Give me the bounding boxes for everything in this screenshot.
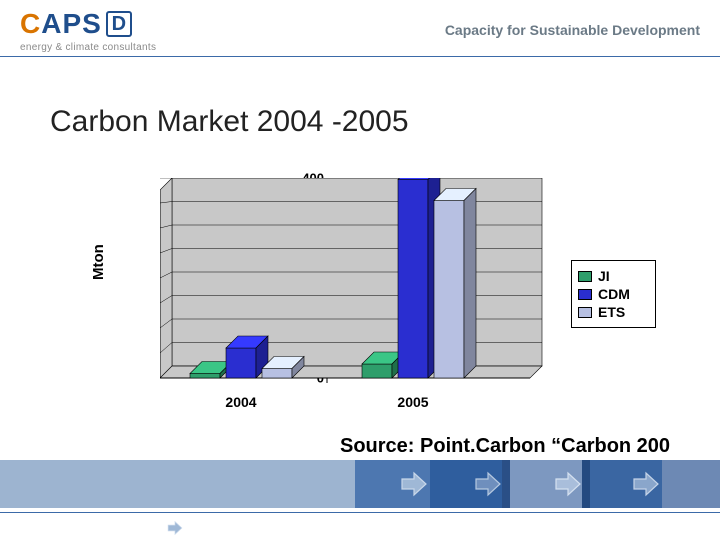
header-divider: [0, 56, 720, 57]
footer-arrow-icon: [400, 470, 428, 498]
legend-item: JI: [578, 267, 649, 285]
chart-ylabel: Mton: [90, 244, 107, 280]
footer-segment: [502, 460, 510, 508]
chart-plot: [160, 178, 550, 386]
footer-stripe: [0, 460, 720, 508]
footer-divider: [0, 512, 720, 513]
header-tagline: Capacity for Sustainable Development: [445, 8, 700, 38]
legend-swatch: [578, 307, 592, 318]
footer-segment: [662, 460, 720, 508]
source-text: Source: Point.Carbon “Carbon 200: [340, 435, 670, 458]
chart: Mton 050100150200250300350400 20042005 J…: [100, 170, 660, 425]
legend-label: JI: [598, 268, 610, 284]
chart-legend: JI CDM ETS: [571, 260, 656, 328]
footer-mini-arrow-icon: [165, 520, 185, 536]
legend-swatch: [578, 271, 592, 282]
logo-subtitle: energy & climate consultants: [20, 42, 156, 53]
header: CAPS D energy & climate consultants Capa…: [0, 0, 720, 70]
footer-arrow-icon: [632, 470, 660, 498]
footer-segment: [582, 460, 590, 508]
chart-xtick: 2004: [201, 394, 281, 410]
footer-arrow-icon: [554, 470, 582, 498]
chart-xtick: 2005: [373, 394, 453, 410]
legend-item: ETS: [578, 303, 649, 321]
legend-label: CDM: [598, 286, 630, 302]
footer-segment: [0, 460, 355, 508]
footer-arrow-icon: [474, 470, 502, 498]
page-title: Carbon Market 2004 -2005: [50, 105, 409, 139]
logo: CAPS D energy & climate consultants: [20, 8, 156, 53]
legend-item: CDM: [578, 285, 649, 303]
legend-label: ETS: [598, 304, 625, 320]
legend-swatch: [578, 289, 592, 300]
logo-letter-d-badge: D: [106, 11, 132, 37]
logo-letter-c: CAPS: [20, 8, 102, 40]
